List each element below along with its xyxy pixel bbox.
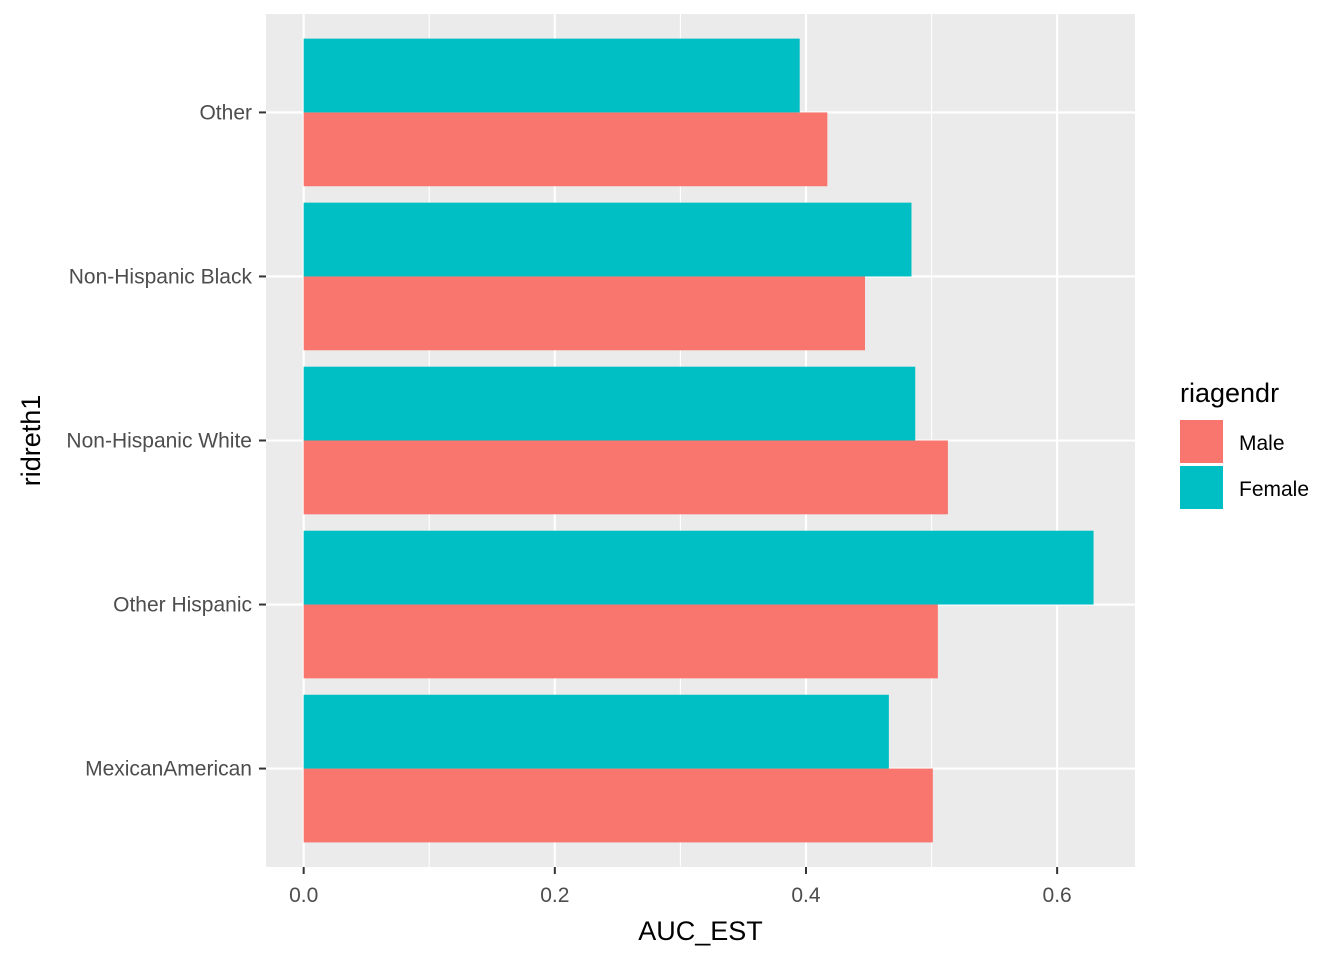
x-tick-label: 0.4 xyxy=(791,884,821,907)
bar-male xyxy=(303,276,866,351)
bar-male xyxy=(303,768,933,843)
bar-male xyxy=(303,112,828,187)
bar-female xyxy=(303,38,800,113)
legend: riagendr Male Female xyxy=(1180,378,1309,509)
bar-male xyxy=(303,604,938,679)
x-axis-title: AUC_EST xyxy=(638,916,763,946)
x-tick-label: 0.0 xyxy=(289,884,318,907)
y-axis: MexicanAmerican Other Hispanic Non-Hispani… xyxy=(66,101,266,781)
legend-key-female xyxy=(1180,466,1223,509)
bar-male xyxy=(303,440,948,515)
legend-label-female: Female xyxy=(1239,478,1309,501)
legend-label-male: Male xyxy=(1239,432,1285,455)
bar-female xyxy=(303,202,912,277)
bar-female xyxy=(303,366,916,441)
legend-items: Male Female xyxy=(1180,420,1309,509)
bar-female xyxy=(303,530,1094,605)
x-tick-label: 0.2 xyxy=(540,884,569,907)
bar-female xyxy=(303,694,889,769)
legend-title: riagendr xyxy=(1180,378,1279,408)
y-tick-label: MexicanAmerican xyxy=(85,758,252,781)
x-axis: 0.0 0.2 0.4 0.6 xyxy=(289,867,1072,907)
bars-layer xyxy=(303,38,1094,843)
y-tick-label: Other xyxy=(199,101,252,124)
y-axis-title: ridreth1 xyxy=(16,395,46,487)
y-tick-label: Non-Hispanic White xyxy=(66,430,252,453)
y-tick-label: Other Hispanic xyxy=(113,594,252,617)
x-tick-label: 0.6 xyxy=(1043,884,1072,907)
y-tick-label: Non-Hispanic Black xyxy=(69,265,253,288)
legend-key-male xyxy=(1180,420,1223,463)
